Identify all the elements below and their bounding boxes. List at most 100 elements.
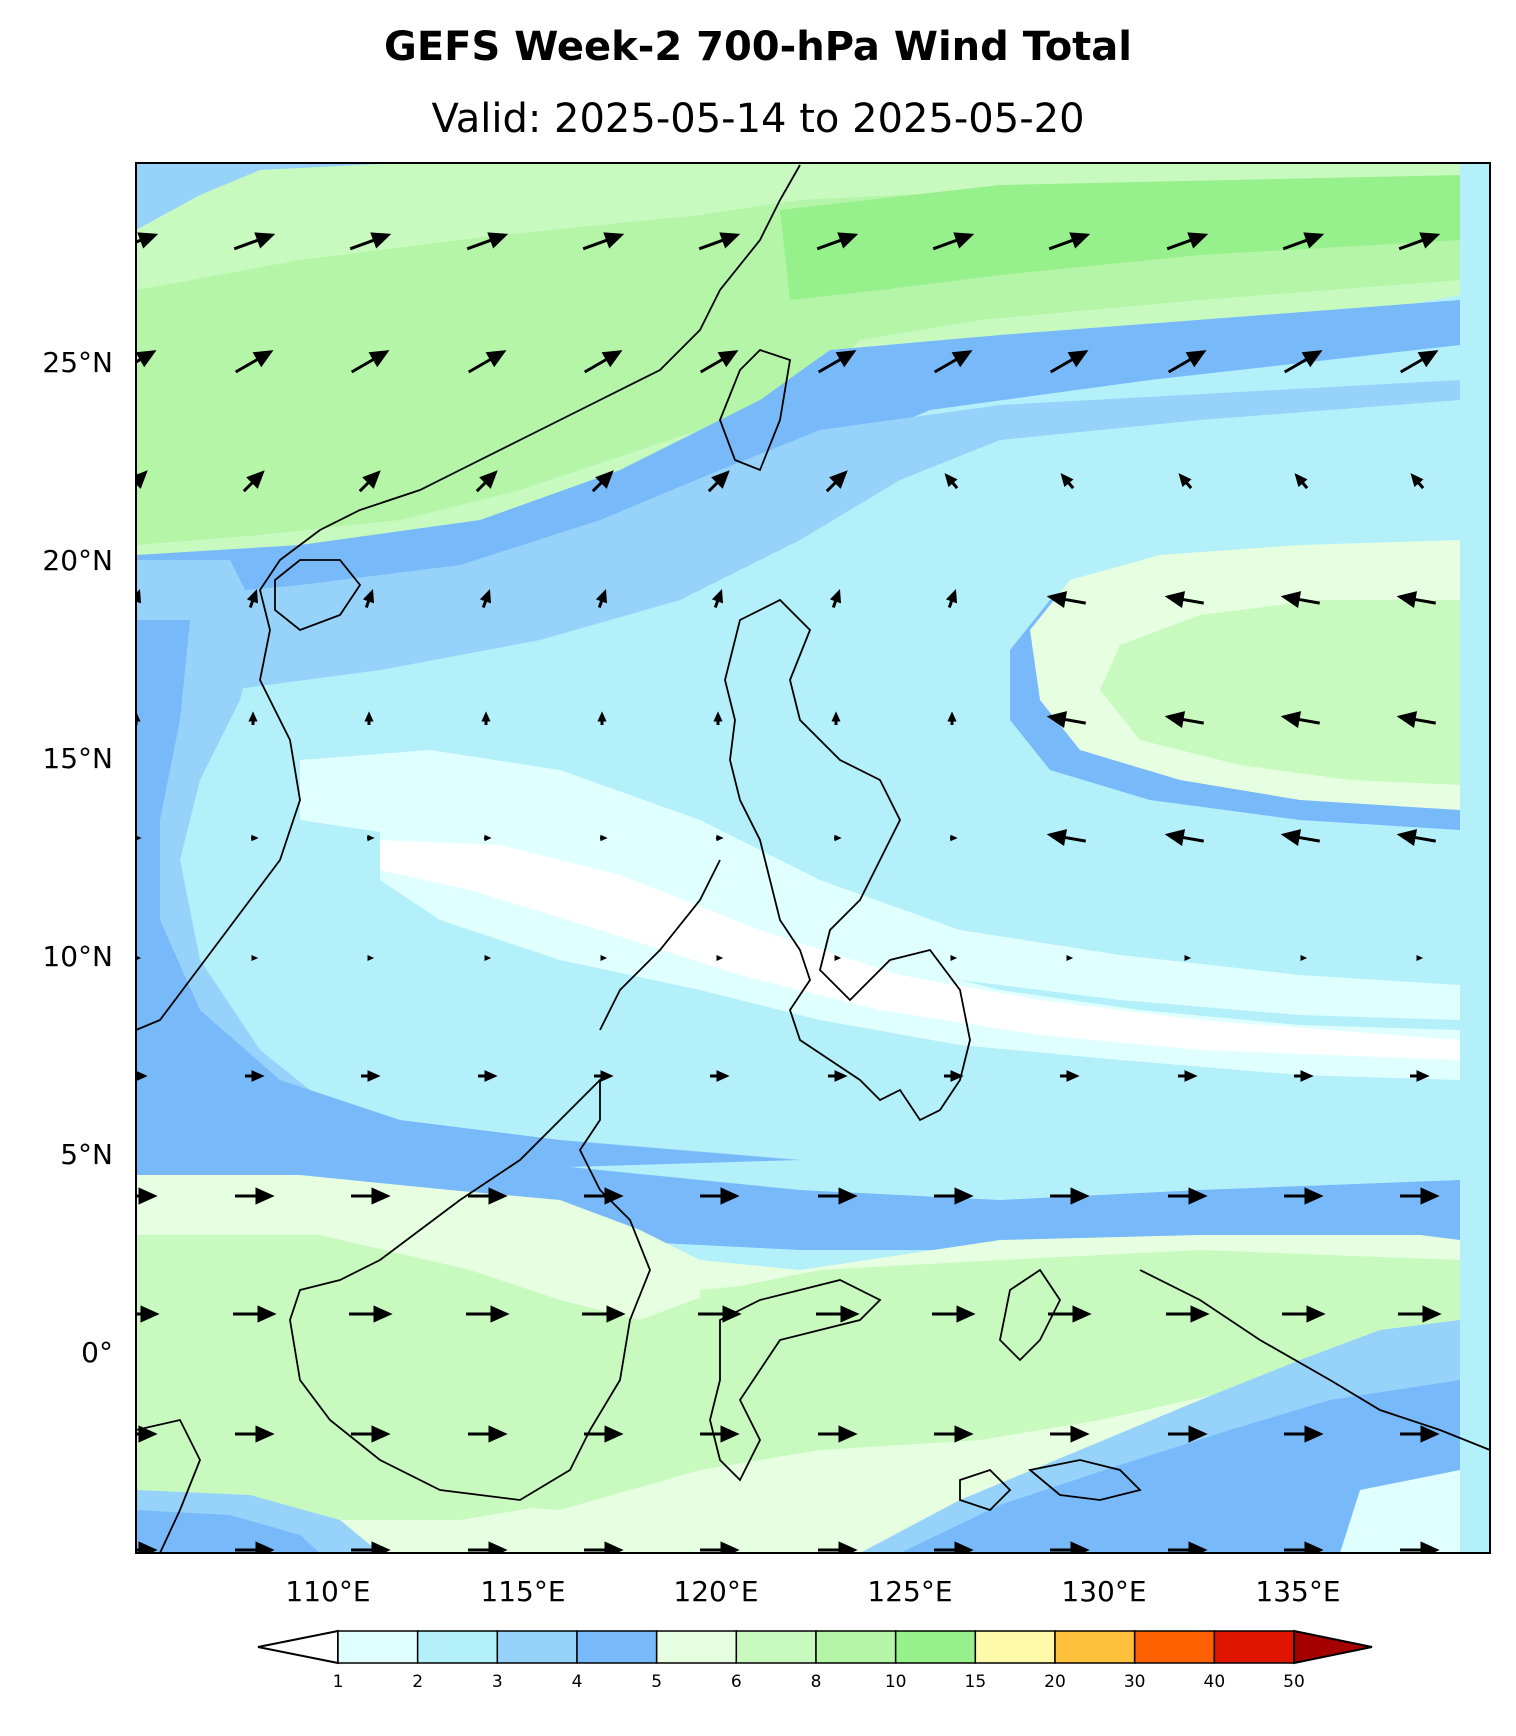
wind-arrow (1280, 591, 1320, 609)
wind-arrow (1280, 711, 1320, 729)
wind-arrow (1398, 1305, 1442, 1323)
wind-arrow (233, 232, 276, 251)
wind-arrow (1400, 1187, 1440, 1205)
lon-tick-label-130e: 130°E (1061, 1575, 1146, 1608)
wind-arrow (367, 955, 375, 961)
wind-arrow (947, 711, 957, 725)
wind-arrow (468, 1541, 508, 1553)
wind-arrow (594, 1070, 614, 1082)
wind-arrow (699, 350, 739, 374)
lon-tick-label-115e: 115°E (480, 1575, 565, 1608)
lat-tick-label-25n: 25°N (42, 346, 113, 379)
colorbar-level-label: 30 (1124, 1672, 1146, 1692)
wind-arrow (1167, 350, 1207, 374)
wind-arrow (1284, 1425, 1324, 1443)
wind-arrow (1400, 1425, 1440, 1443)
wind-arrow (1048, 1305, 1092, 1323)
wind-arrow (816, 1305, 860, 1323)
wind-arrow (351, 1187, 391, 1205)
colorbar-swatch (815, 1630, 897, 1664)
wind-arrow (251, 834, 259, 842)
colorbar-swatch (1213, 1630, 1295, 1664)
wind-arrow (934, 1187, 974, 1205)
wind-arrow (1396, 829, 1436, 847)
map-frame (135, 162, 1491, 1554)
wind-arrow (358, 470, 381, 493)
wind-arrow (466, 1305, 510, 1323)
colorbar-level-label: 5 (651, 1672, 662, 1692)
wind-arrow (700, 1425, 740, 1443)
wind-arrow (700, 1541, 740, 1553)
wind-arrow (1066, 955, 1074, 961)
colorbar-level-label: 20 (1044, 1672, 1066, 1692)
colorbar-level-label: 4 (572, 1672, 583, 1692)
colorbar-level-label: 8 (811, 1672, 822, 1692)
wind-arrow (1284, 1187, 1324, 1205)
wind-arrow (698, 1305, 742, 1323)
wind-arrow (584, 1187, 624, 1205)
wind-arrow (1164, 591, 1204, 609)
colorbar-level-label: 10 (885, 1672, 907, 1692)
wind-arrow (945, 589, 958, 609)
wind-arrow (235, 1541, 275, 1553)
colorbar-swatch (337, 1630, 419, 1664)
wind-arrow (1178, 1070, 1198, 1082)
wind-arrow (1416, 955, 1424, 961)
wind-arrow (1396, 711, 1436, 729)
wind-arrow (1399, 350, 1439, 374)
wind-arrow (595, 589, 608, 609)
wind-arrow (825, 470, 848, 493)
colorbar-level-label: 3 (492, 1672, 503, 1692)
colorbar-over-triangle (1293, 1629, 1373, 1665)
wind-arrow (710, 1070, 730, 1082)
wind-arrow (600, 834, 608, 842)
wind-arrow (246, 589, 259, 609)
wind-arrow (479, 589, 492, 609)
wind-arrow (1049, 350, 1089, 374)
lat-tick-label-20n: 20°N (42, 544, 113, 577)
wind-arrow (944, 1070, 964, 1082)
wind-arrow (831, 711, 841, 725)
wind-arrow (1283, 350, 1323, 374)
colorbar-level-label: 50 (1283, 1672, 1305, 1692)
wind-arrow (1300, 955, 1308, 961)
lat-axis: 25°N 20°N 15°N 10°N 5°N 0° (42, 346, 113, 1369)
wind-arrow (707, 470, 730, 493)
wind-arrow (1178, 473, 1193, 490)
wind-arrow (716, 834, 724, 842)
wind-arrow (136, 1070, 148, 1082)
chart-title: GEFS Week-2 700-hPa Wind Total (383, 24, 1132, 70)
wind-arrow (466, 232, 509, 251)
wind-arrow (1184, 955, 1192, 961)
wind-arrow (1282, 1305, 1326, 1323)
wind-arrow (816, 232, 859, 251)
coastlines (136, 164, 1490, 1553)
wind-arrow (817, 350, 857, 374)
chart-subtitle: Valid: 2025-05-14 to 2025-05-20 (431, 96, 1085, 142)
wind-arrow (1046, 829, 1086, 847)
colorbar-level-label: 15 (965, 1672, 987, 1692)
wind-arrow (582, 232, 625, 251)
wind-arrow (245, 1070, 265, 1082)
wind-arrow (829, 589, 842, 609)
wind-arrow (1294, 1070, 1314, 1082)
lat-tick-label-10n: 10°N (42, 940, 113, 973)
wind-arrow (235, 1425, 275, 1443)
wind-arrow (934, 1541, 974, 1553)
wind-arrow (1284, 1541, 1324, 1553)
colorbar-swatch (416, 1630, 499, 1664)
wind-arrow (1166, 1305, 1210, 1323)
wind-arrow (600, 955, 608, 961)
wind-arrow (136, 1305, 160, 1323)
wind-arrow (478, 1070, 498, 1082)
wind-arrow (1400, 1541, 1440, 1553)
wind-arrow (351, 1425, 391, 1443)
wind-arrow (362, 589, 375, 609)
wind-arrow (834, 955, 842, 961)
wind-arrow (484, 955, 492, 961)
wind-arrow (351, 1541, 391, 1553)
wind-arrow (1166, 232, 1209, 251)
colorbar-swatch (974, 1630, 1056, 1664)
wind-arrow (834, 834, 842, 842)
wind-arrow (361, 1070, 381, 1082)
